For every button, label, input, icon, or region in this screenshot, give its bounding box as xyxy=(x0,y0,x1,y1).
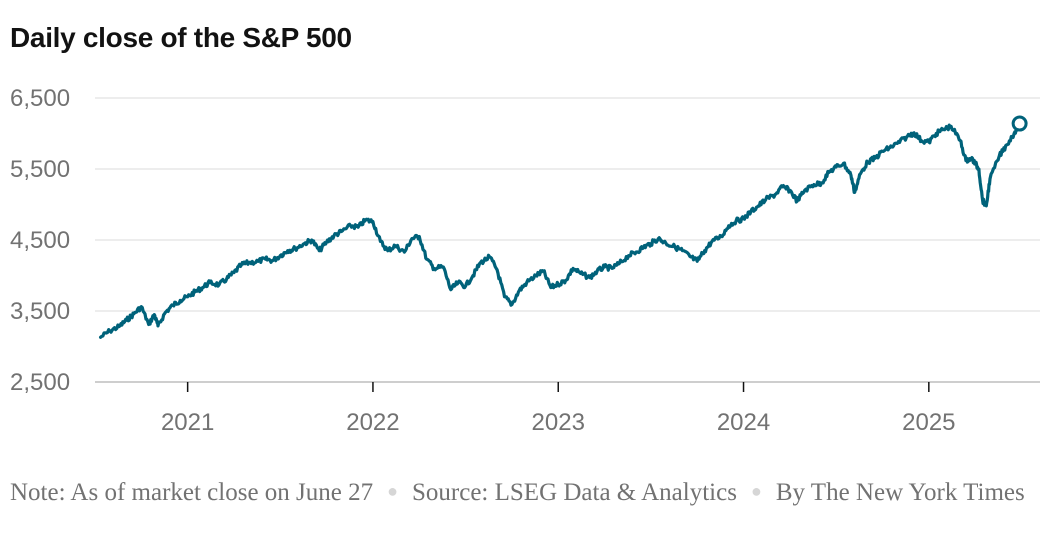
series-line-sp500 xyxy=(99,122,1022,339)
separator-dot: ● xyxy=(750,481,762,501)
footer-notes: Note: As of market close on June 27 ● Sour… xyxy=(10,475,1045,509)
x-tick-label: 2024 xyxy=(717,409,770,436)
y-axis-labels: 2,500 3,500 4,500 5,500 6,500 xyxy=(10,85,70,396)
x-tick-label: 2023 xyxy=(532,409,585,436)
separator-dot: ● xyxy=(387,481,398,501)
y-tick-label: 6,500 xyxy=(10,85,70,112)
end-point-marker xyxy=(1011,115,1028,132)
source-text: Source: LSEG Data & Analytics xyxy=(412,479,737,506)
x-tick-label: 2021 xyxy=(161,409,214,436)
x-axis: 2021 2022 2023 2024 2025 xyxy=(161,382,956,436)
y-tick-label: 2,500 xyxy=(10,369,70,396)
credit-text: By The New York Times xyxy=(775,479,1025,506)
gridlines xyxy=(95,97,1040,383)
y-tick-label: 4,500 xyxy=(10,227,70,254)
note-text: Note: As of market close on June 27 xyxy=(10,479,374,506)
plot-area xyxy=(99,115,1028,339)
x-tick-label: 2022 xyxy=(346,409,399,436)
y-tick-label: 5,500 xyxy=(10,156,70,183)
chart-title: Daily close of the S&P 500 xyxy=(10,22,352,53)
y-tick-label: 3,500 xyxy=(10,298,70,325)
x-tick-label: 2025 xyxy=(902,409,955,436)
